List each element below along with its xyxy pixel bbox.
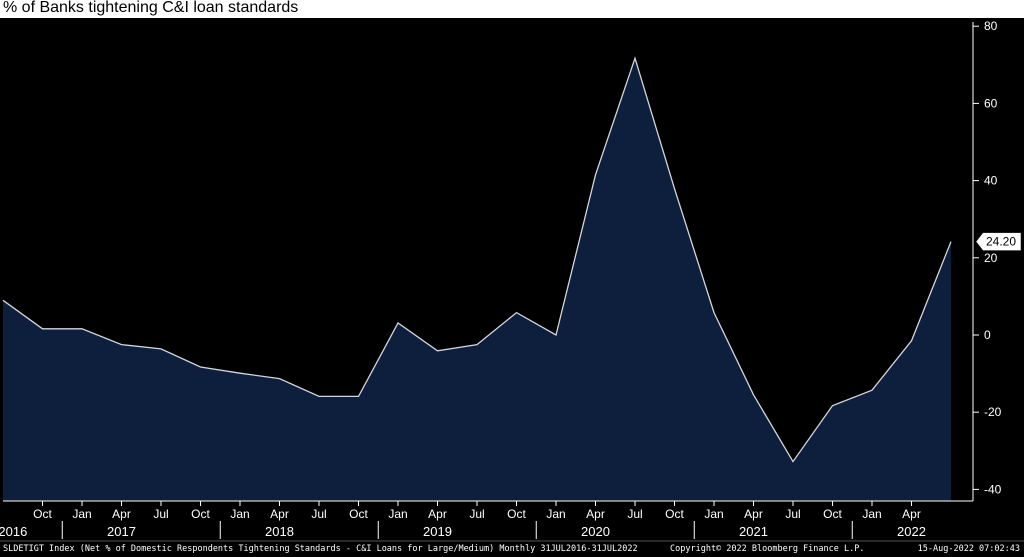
x-tick-label-8: Oct bbox=[349, 507, 368, 521]
x-tick-label-15: Jul bbox=[627, 507, 642, 521]
x-tick-label-1: Jan bbox=[72, 507, 91, 521]
year-label-0: 2016 bbox=[0, 524, 27, 539]
x-tick-label-7: Jul bbox=[311, 507, 326, 521]
x-tick-label-4: Oct bbox=[191, 507, 210, 521]
x-tick-label-12: Oct bbox=[507, 507, 526, 521]
y-tick-label-1: 60 bbox=[984, 96, 998, 110]
year-label-1: 2017 bbox=[107, 524, 136, 539]
x-tick-label-6: Apr bbox=[270, 507, 289, 521]
x-tick-label-5: Jan bbox=[230, 507, 249, 521]
x-tick-label-22: Apr bbox=[902, 507, 921, 521]
x-tick-label-18: Apr bbox=[744, 507, 763, 521]
footer-copyright: Copyright© 2022 Bloomberg Finance L.P. bbox=[670, 544, 864, 554]
y-tick-label-6: -40 bbox=[984, 482, 1002, 496]
year-label-3: 2019 bbox=[423, 524, 452, 539]
last-value-tag bbox=[975, 232, 1022, 251]
chart-title: % of Banks tightening C&I loan standards bbox=[3, 0, 299, 16]
year-label-4: 2020 bbox=[581, 524, 610, 539]
footer-timestamp: 15-Aug-2022 07:02:43 bbox=[918, 544, 1020, 554]
year-label-6: 2022 bbox=[897, 524, 926, 539]
x-tick-label-10: Apr bbox=[428, 507, 447, 521]
x-tick-label-19: Jul bbox=[785, 507, 800, 521]
x-tick-label-11: Jul bbox=[469, 507, 484, 521]
series-line bbox=[2, 56, 952, 463]
x-tick-label-21: Jan bbox=[862, 507, 881, 521]
x-tick-label-13: Jan bbox=[546, 507, 565, 521]
x-tick-label-2: Apr bbox=[112, 507, 131, 521]
chart-frame: 80 60 40 20 0 -20 -40 24.20 Oct Jan Apr Jul Oct Jan Ap… bbox=[0, 18, 1024, 557]
last-value-label: 24.20 bbox=[986, 235, 1016, 249]
year-label-5: 2021 bbox=[739, 524, 768, 539]
x-tick-label-9: Jan bbox=[388, 507, 407, 521]
x-tick-label-16: Oct bbox=[665, 507, 684, 521]
x-tick-label-14: Apr bbox=[586, 507, 605, 521]
chart-marks: 80 60 40 20 0 -20 -40 24.20 Oct Jan Apr Jul Oct Jan Ap… bbox=[0, 19, 1024, 542]
footer-series-description: SLDETIGT Index (Net % of Domestic Respon… bbox=[3, 544, 638, 554]
y-tick-label-4: 0 bbox=[984, 328, 991, 342]
y-tick-label-2: 40 bbox=[984, 174, 998, 188]
x-tick-label-20: Oct bbox=[823, 507, 842, 521]
x-tick-label-17: Jan bbox=[704, 507, 723, 521]
x-tick-label-0: Oct bbox=[33, 507, 52, 521]
y-tick-label-3: 20 bbox=[984, 251, 998, 265]
year-label-2: 2018 bbox=[265, 524, 294, 539]
x-tick-label-3: Jul bbox=[153, 507, 168, 521]
y-tick-label-5: -20 bbox=[984, 405, 1002, 419]
y-tick-label-0: 80 bbox=[984, 19, 998, 33]
series-area bbox=[3, 58, 951, 501]
chart-svg: 80 60 40 20 0 -20 -40 24.20 Oct Jan Apr Jul Oct Jan Ap… bbox=[0, 19, 1024, 554]
